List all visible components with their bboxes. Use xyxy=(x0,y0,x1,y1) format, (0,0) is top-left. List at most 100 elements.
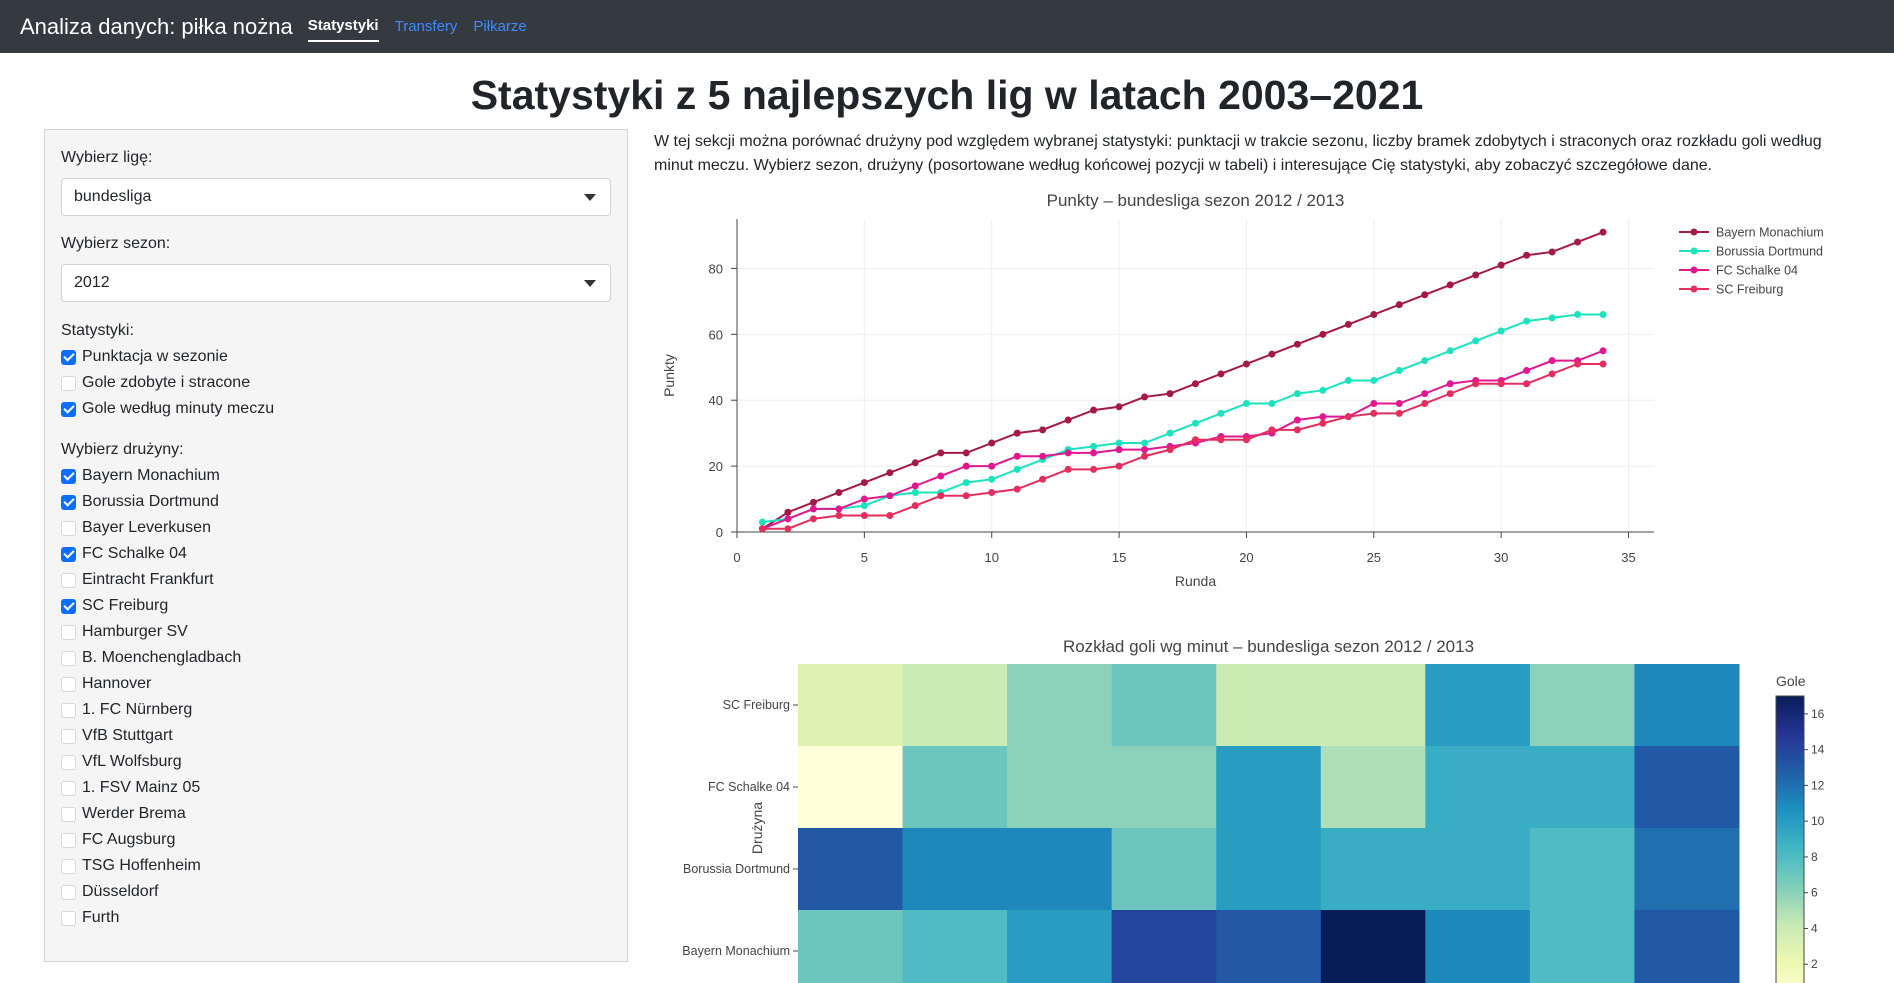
data-point xyxy=(1574,238,1582,246)
heatmap-cell xyxy=(1111,910,1217,983)
checkbox-unchecked-icon[interactable] xyxy=(61,624,76,640)
team-checkbox-row[interactable]: B. Moenchengladbach xyxy=(61,645,241,671)
data-point xyxy=(1548,314,1556,322)
data-point xyxy=(1446,281,1454,289)
data-point xyxy=(835,488,843,496)
data-point xyxy=(1217,370,1225,378)
checkbox-checked-icon[interactable] xyxy=(61,494,76,510)
team-checkbox-label: Hannover xyxy=(82,675,152,692)
nav-link-statystyki[interactable]: Statystyki xyxy=(307,11,379,42)
checkbox-unchecked-icon[interactable] xyxy=(61,910,76,926)
data-point xyxy=(1370,376,1378,384)
checkbox-checked-icon[interactable] xyxy=(61,598,76,614)
data-point xyxy=(1395,367,1403,375)
data-point xyxy=(1013,429,1021,437)
stat-checkbox-row[interactable]: Gole według minuty meczu xyxy=(61,396,274,422)
team-checkbox-row[interactable]: FC Augsburg xyxy=(61,827,175,853)
legend-label: Bayern Monachium xyxy=(1716,226,1824,240)
team-checkbox-label: Bayer Leverkusen xyxy=(82,519,211,536)
checkbox-unchecked-icon[interactable] xyxy=(61,806,76,822)
team-checkbox-row[interactable]: FC Schalke 04 xyxy=(61,541,187,567)
legend-marker xyxy=(1690,266,1698,274)
team-checkbox-row[interactable]: Furth xyxy=(61,905,119,931)
team-checkbox-row[interactable]: SC Freiburg xyxy=(61,593,168,619)
team-checkbox-row[interactable]: TSG Hoffenheim xyxy=(61,853,201,879)
checkbox-unchecked-icon[interactable] xyxy=(61,832,76,848)
heatmap-cell xyxy=(1007,910,1113,983)
data-point xyxy=(1217,409,1225,417)
chevron-down-icon xyxy=(584,194,596,201)
team-checkbox-row[interactable]: Bayern Monachium xyxy=(61,463,220,489)
data-point xyxy=(1039,426,1047,434)
nav-link-pilkarze[interactable]: Piłkarze xyxy=(473,18,527,35)
teams-label: Wybierz drużyny: xyxy=(61,441,184,458)
team-checkbox-label: B. Moenchengladbach xyxy=(82,649,242,666)
team-checkbox-row[interactable]: Hamburger SV xyxy=(61,619,188,645)
team-checkbox-row[interactable]: Borussia Dortmund xyxy=(61,489,219,515)
checkbox-unchecked-icon[interactable] xyxy=(61,676,76,692)
heatmap-cell xyxy=(1320,910,1426,983)
colorbar-tick-label: 10 xyxy=(1811,814,1825,828)
season-dropdown[interactable]: 2012 xyxy=(61,264,611,302)
team-checkbox-row[interactable]: Düsseldorf xyxy=(61,879,158,905)
heatmap-cell xyxy=(1111,828,1217,911)
team-checkbox-row[interactable]: 1. FC Nürnberg xyxy=(61,697,192,723)
team-checkbox-row[interactable]: Eintracht Frankfurt xyxy=(61,567,214,593)
team-checkbox-row[interactable]: Werder Brema xyxy=(61,801,186,827)
checkbox-unchecked-icon[interactable] xyxy=(61,375,76,391)
data-point xyxy=(1090,449,1098,457)
checkbox-checked-icon[interactable] xyxy=(61,546,76,562)
checkbox-unchecked-icon[interactable] xyxy=(61,728,76,744)
checkbox-unchecked-icon[interactable] xyxy=(61,650,76,666)
heatmap-title: Rozkład goli wg minut – bundesliga sezon… xyxy=(1063,637,1474,656)
app-brand[interactable]: Analiza danych: piłka nożna xyxy=(20,13,293,39)
checkbox-unchecked-icon[interactable] xyxy=(61,780,76,796)
data-point xyxy=(1115,439,1123,447)
data-point xyxy=(988,462,996,470)
checkbox-unchecked-icon[interactable] xyxy=(61,572,76,588)
data-point xyxy=(809,515,817,523)
league-dropdown[interactable]: bundesliga xyxy=(61,178,611,216)
checkbox-unchecked-icon[interactable] xyxy=(61,754,76,770)
colorbar xyxy=(1775,695,1805,983)
data-point xyxy=(1472,380,1480,388)
checkbox-unchecked-icon[interactable] xyxy=(61,520,76,536)
checkbox-unchecked-icon[interactable] xyxy=(61,858,76,874)
colorbar-tick-label: 2 xyxy=(1811,957,1818,971)
data-point xyxy=(1319,386,1327,394)
x-tick-label: 20 xyxy=(1239,550,1253,565)
colorbar-tick-label: 4 xyxy=(1811,921,1818,935)
data-point xyxy=(860,495,868,503)
stat-checkbox-row[interactable]: Gole zdobyte i stracone xyxy=(61,370,250,396)
checkbox-checked-icon[interactable] xyxy=(61,349,76,365)
team-checkbox-row[interactable]: Bayer Leverkusen xyxy=(61,515,211,541)
heatmap-cell xyxy=(1320,828,1426,911)
team-checkbox-row[interactable]: Hannover xyxy=(61,671,151,697)
top-navbar: Analiza danych: piłka nożna Statystyki T… xyxy=(0,0,1894,53)
data-point xyxy=(1421,400,1429,408)
heatmap-cell xyxy=(798,828,904,911)
checkbox-unchecked-icon[interactable] xyxy=(61,702,76,718)
data-point xyxy=(1395,409,1403,417)
checkbox-unchecked-icon[interactable] xyxy=(61,884,76,900)
team-checkbox-row[interactable]: VfL Wolfsburg xyxy=(61,749,182,775)
checkbox-checked-icon[interactable] xyxy=(61,468,76,484)
data-point xyxy=(1370,409,1378,417)
data-point xyxy=(937,472,945,480)
data-point xyxy=(988,488,996,496)
heatmap-cell xyxy=(1529,910,1635,983)
y-tick-label: 60 xyxy=(709,327,723,342)
x-tick-label: 30 xyxy=(1494,550,1508,565)
data-point xyxy=(1268,426,1276,434)
nav-link-transfery[interactable]: Transfery xyxy=(394,18,458,35)
team-checkbox-row[interactable]: VfB Stuttgart xyxy=(61,723,173,749)
team-checkbox-label: TSG Hoffenheim xyxy=(82,857,201,874)
checkbox-checked-icon[interactable] xyxy=(61,401,76,417)
page-title: Statystyki z 5 najlepszych lig w latach … xyxy=(470,72,1424,118)
data-point xyxy=(1064,416,1072,424)
colorbar-tick-label: 16 xyxy=(1811,707,1825,721)
team-checkbox-label: VfL Wolfsburg xyxy=(82,753,182,770)
team-checkbox-row[interactable]: 1. FSV Mainz 05 xyxy=(61,775,200,801)
stat-checkbox-row[interactable]: Punktacja w sezonie xyxy=(61,344,228,370)
x-axis-label: Runda xyxy=(1175,573,1216,589)
